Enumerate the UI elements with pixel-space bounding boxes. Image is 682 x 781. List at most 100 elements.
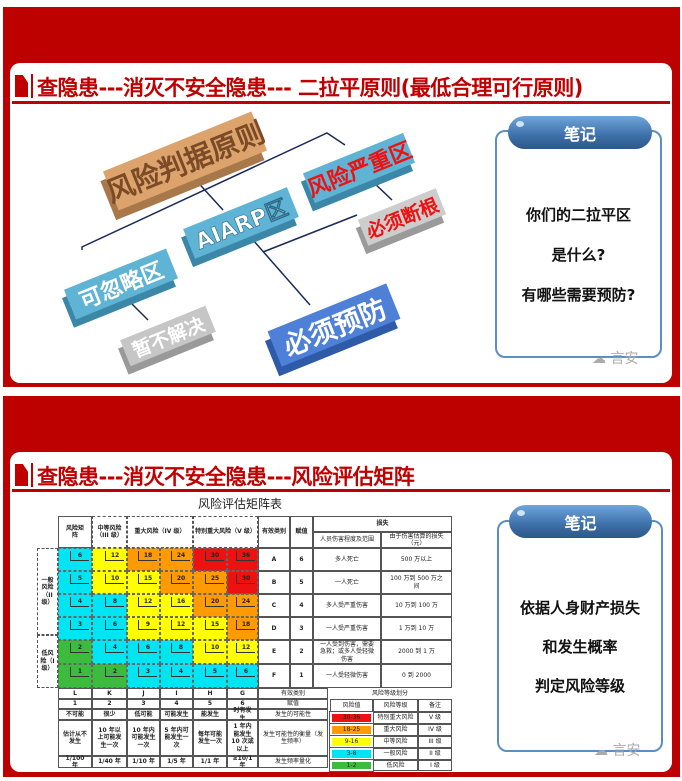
legend-cell: 30-36	[329, 711, 374, 725]
matrix-cell-value: 12	[105, 551, 124, 561]
likelihood-label: 有效类别	[258, 688, 328, 699]
connector-line	[262, 214, 358, 253]
severity-cell: D	[258, 617, 290, 640]
note-line: 是什么?	[551, 246, 606, 264]
legend-cell: 9-16	[329, 735, 374, 749]
likelihood-cell: 低可能	[127, 709, 160, 720]
matrix-cell: 15	[193, 617, 227, 640]
likelihood-cell: 不可能	[58, 709, 92, 720]
likelihood-label: 发生可能性的衡量（发生频率）	[258, 720, 328, 756]
likelihood-cell: 1/100 年	[58, 755, 92, 769]
diagram-connectors	[81, 132, 393, 321]
matrix-cell: 9	[127, 617, 160, 640]
title-divider	[31, 74, 33, 98]
likelihood-cell: 1 年内能发生 10 次或以上	[227, 720, 258, 756]
matrix-cell: 20	[160, 571, 193, 594]
legend-cell: 18-25	[329, 723, 374, 737]
legend-cell: 中等风险	[373, 736, 418, 748]
legend-cell: III 级	[418, 736, 452, 748]
severity-cell: F	[258, 664, 290, 688]
matrix-cell-value: 15	[138, 574, 157, 584]
title-underline	[12, 489, 670, 492]
likelihood-cell: 6	[227, 699, 258, 709]
likelihood-cell: 10 年以上可能发生一次	[92, 720, 127, 756]
row-group-label: 一般风险（II级）	[37, 548, 58, 635]
document-icon	[15, 75, 28, 97]
matrix-cell: 15	[127, 571, 160, 594]
legend-title: 风险等级划分	[371, 689, 408, 697]
matrix-cell-value: 4	[105, 643, 124, 653]
severity-cell: 4	[290, 594, 313, 617]
title-divider	[31, 463, 33, 487]
matrix-cell: 10	[193, 640, 227, 664]
matrix-cell-value: 18	[138, 551, 157, 561]
watermark-text: 言安	[610, 351, 639, 367]
matrix-cell: 1	[58, 664, 92, 688]
severity-header: 损失	[313, 516, 452, 532]
likelihood-cell: H	[193, 688, 227, 699]
likelihood-cell: ≥10/1 年	[227, 755, 258, 769]
matrix-cell-value: 8	[105, 597, 124, 607]
matrix-cell-value: 8	[171, 643, 190, 653]
likelihood-cell: 估计从不发生	[58, 720, 92, 756]
matrix-cell-value: 20	[171, 574, 190, 584]
notes-header-1: 笔记	[508, 116, 652, 149]
likelihood-cell: 5	[193, 699, 227, 709]
matrix-cell: 2	[58, 640, 92, 664]
severity-cell: 500 万以上	[381, 548, 452, 571]
title-underline	[12, 101, 670, 104]
matrix-title: 风险评估矩阵表	[197, 497, 282, 511]
likelihood-cell: K	[92, 688, 127, 699]
severity-cell: B	[258, 571, 290, 594]
matrix-cell: 5	[58, 571, 92, 594]
matrix-cell: 12	[160, 617, 193, 640]
severity-cell: 一人死亡	[313, 571, 381, 594]
matrix-cell-value: 12	[171, 620, 190, 630]
watermark-2: ☁ 言安	[594, 740, 640, 760]
likelihood-label: 发生频率量化	[258, 756, 328, 768]
note-line: 判定风险等级	[534, 677, 625, 695]
watermark-text: 言安	[612, 743, 641, 759]
legend-cell: IV 级	[418, 724, 452, 736]
matrix-cell-value: 24	[236, 597, 255, 607]
matrix-cell: 5	[193, 664, 227, 688]
severity-cell: E	[258, 640, 290, 664]
connector-line	[372, 181, 393, 201]
likelihood-cell: J	[127, 688, 160, 699]
likelihood-cell: 10 年内可能发生一次	[127, 720, 160, 756]
matrix-cell: 2	[92, 664, 127, 688]
legend-header: 风险等级	[373, 699, 418, 712]
severity-cell: C	[258, 594, 290, 617]
matrix-cell: 36	[227, 548, 258, 571]
severity-cell: 2000 到 1 万	[381, 640, 452, 664]
connector-line	[252, 239, 311, 306]
likelihood-cell: 3	[127, 699, 160, 709]
severity-cell: 6	[290, 548, 313, 571]
likelihood-cell: 1/40 年	[92, 756, 127, 768]
note-line: 有哪些需要预防?	[521, 286, 636, 304]
likelihood-cell: 1/10 年	[127, 756, 160, 768]
watermark-1: ☁ 言安	[592, 348, 638, 368]
severity-cell: 100 万到 500 万之间	[381, 571, 452, 594]
legend-cell: 重大风险	[373, 724, 418, 736]
matrix-cell: 12	[127, 594, 160, 617]
matrix-cell: 10	[92, 571, 127, 594]
matrix-cell-value: 5	[70, 574, 89, 584]
matrix-cell: 3	[58, 617, 92, 640]
matrix-cell-value: 6	[105, 620, 124, 630]
matrix-cell-value: 5	[205, 667, 224, 677]
matrix-cell-value: 12	[138, 597, 157, 607]
legend-cell: 低风险	[373, 760, 418, 771]
likelihood-cell: 1/1 年	[193, 756, 227, 768]
severity-cell: 5	[290, 571, 313, 594]
likelihood-label: 赋值	[258, 699, 328, 709]
matrix-cell: 16	[160, 594, 193, 617]
matrix-cell: 6	[227, 664, 258, 688]
document-icon	[15, 464, 28, 486]
col-group-header: 特别重大风险（V 级）	[193, 516, 258, 548]
likelihood-cell: 很少	[92, 709, 127, 720]
matrix-cell: 4	[92, 640, 127, 664]
notes-panel-1: 你们的二拉平区 是什么? 有哪些需要预防?	[495, 130, 662, 358]
severity-cell: 0 到 2000	[381, 664, 452, 688]
severity-cell: 1	[290, 664, 313, 688]
